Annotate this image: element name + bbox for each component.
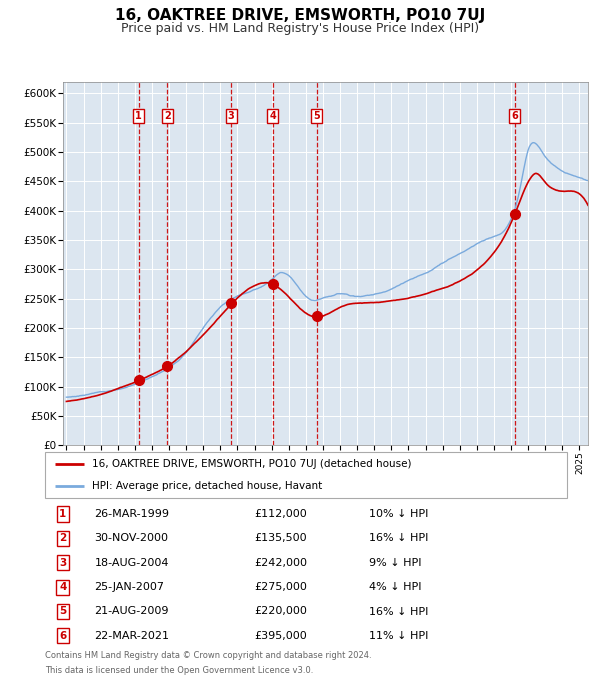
Text: £135,500: £135,500 [254,533,307,543]
Text: Contains HM Land Registry data © Crown copyright and database right 2024.: Contains HM Land Registry data © Crown c… [45,651,371,660]
Text: 16% ↓ HPI: 16% ↓ HPI [368,607,428,617]
Text: 11% ↓ HPI: 11% ↓ HPI [368,631,428,641]
Text: 16, OAKTREE DRIVE, EMSWORTH, PO10 7UJ (detached house): 16, OAKTREE DRIVE, EMSWORTH, PO10 7UJ (d… [92,460,412,469]
Text: 2: 2 [164,111,171,121]
Text: £112,000: £112,000 [254,509,307,519]
FancyBboxPatch shape [45,452,567,498]
Text: 4: 4 [59,582,67,592]
Text: 4: 4 [269,111,276,121]
Text: 3: 3 [59,558,67,568]
Text: Price paid vs. HM Land Registry's House Price Index (HPI): Price paid vs. HM Land Registry's House … [121,22,479,35]
Text: 30-NOV-2000: 30-NOV-2000 [95,533,169,543]
Text: HPI: Average price, detached house, Havant: HPI: Average price, detached house, Hava… [92,481,322,491]
Text: 25-JAN-2007: 25-JAN-2007 [95,582,164,592]
Text: 3: 3 [228,111,235,121]
Text: £242,000: £242,000 [254,558,307,568]
Text: 16% ↓ HPI: 16% ↓ HPI [368,533,428,543]
Text: This data is licensed under the Open Government Licence v3.0.: This data is licensed under the Open Gov… [45,666,313,675]
Text: 5: 5 [313,111,320,121]
Text: £275,000: £275,000 [254,582,307,592]
Text: 26-MAR-1999: 26-MAR-1999 [95,509,170,519]
Text: 5: 5 [59,607,67,617]
Text: 1: 1 [59,509,67,519]
Text: 2: 2 [59,533,67,543]
Text: 6: 6 [511,111,518,121]
Text: 6: 6 [59,631,67,641]
Text: 9% ↓ HPI: 9% ↓ HPI [368,558,421,568]
Text: 10% ↓ HPI: 10% ↓ HPI [368,509,428,519]
Text: £395,000: £395,000 [254,631,307,641]
Text: 18-AUG-2004: 18-AUG-2004 [95,558,169,568]
Text: 1: 1 [136,111,142,121]
Text: 22-MAR-2021: 22-MAR-2021 [95,631,170,641]
Text: £220,000: £220,000 [254,607,307,617]
Text: 21-AUG-2009: 21-AUG-2009 [95,607,169,617]
Text: 16, OAKTREE DRIVE, EMSWORTH, PO10 7UJ: 16, OAKTREE DRIVE, EMSWORTH, PO10 7UJ [115,8,485,23]
Text: 4% ↓ HPI: 4% ↓ HPI [368,582,421,592]
